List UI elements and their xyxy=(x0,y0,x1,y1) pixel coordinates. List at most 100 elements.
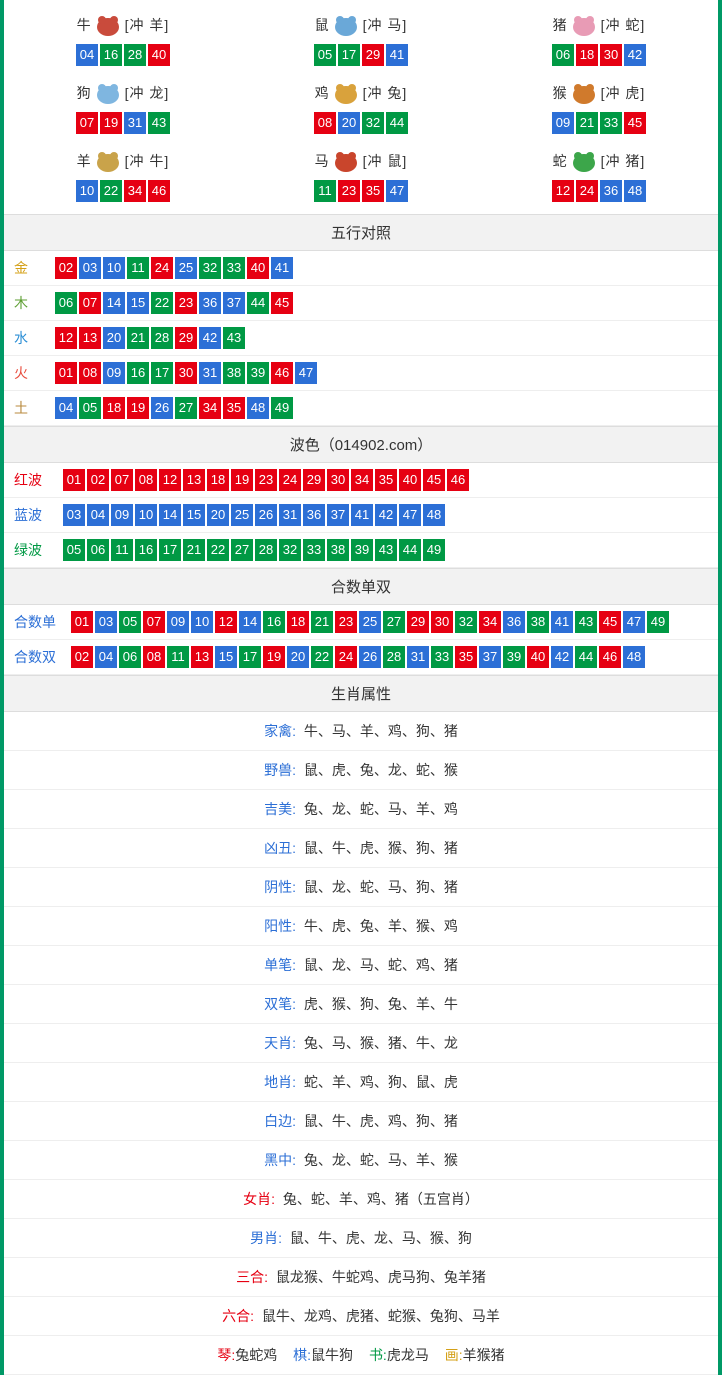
table-row: 金 02031011242532334041 xyxy=(4,251,718,286)
attribute-rows: 家禽: 牛、马、羊、鸡、狗、猪 野兽: 鼠、虎、兔、龙、蛇、猴 吉美: 兔、龙、… xyxy=(4,712,718,1375)
row-label: 木 xyxy=(14,293,54,313)
number-ball: 47 xyxy=(386,180,408,202)
number-ball: 01 xyxy=(71,611,93,633)
zodiac-icon xyxy=(93,80,123,106)
number-ball: 18 xyxy=(103,397,125,419)
number-ball: 11 xyxy=(111,539,133,561)
row-label: 火 xyxy=(14,363,54,383)
zodiac-name: 鸡 xyxy=(315,83,329,103)
number-ball: 46 xyxy=(271,362,293,384)
number-ball: 30 xyxy=(431,611,453,633)
number-ball: 43 xyxy=(223,327,245,349)
number-ball: 43 xyxy=(148,112,170,134)
number-ball: 38 xyxy=(327,539,349,561)
zodiac-balls: 10223446 xyxy=(4,179,242,203)
number-ball: 41 xyxy=(386,44,408,66)
number-ball: 13 xyxy=(191,646,213,668)
attribute-text: 兔、马、猴、猪、牛、龙 xyxy=(304,1035,458,1051)
number-ball: 45 xyxy=(423,469,445,491)
zodiac-header: 狗 [冲 龙] xyxy=(4,77,242,109)
number-ball: 49 xyxy=(647,611,669,633)
number-ball: 48 xyxy=(623,646,645,668)
number-ball: 42 xyxy=(624,44,646,66)
attribute-text: 鼠、龙、蛇、马、狗、猪 xyxy=(304,879,458,895)
number-ball: 07 xyxy=(79,292,101,314)
zodiac-icon xyxy=(331,148,361,174)
number-ball: 02 xyxy=(55,257,77,279)
number-ball: 23 xyxy=(175,292,197,314)
zodiac-balls: 11233547 xyxy=(242,179,480,203)
table-row: 合数双 020406081113151719202224262831333537… xyxy=(4,640,718,675)
number-ball: 05 xyxy=(314,44,336,66)
number-ball: 42 xyxy=(375,504,397,526)
number-ball: 22 xyxy=(151,292,173,314)
number-ball: 22 xyxy=(311,646,333,668)
zodiac-balls: 06183042 xyxy=(480,43,718,67)
number-ball: 21 xyxy=(127,327,149,349)
number-ball: 06 xyxy=(55,292,77,314)
number-ball: 46 xyxy=(599,646,621,668)
number-ball: 13 xyxy=(79,327,101,349)
multi-value: 兔蛇鸡 xyxy=(235,1347,277,1363)
attribute-text: 牛、虎、兔、羊、猴、鸡 xyxy=(304,918,458,934)
number-ball: 23 xyxy=(255,469,277,491)
number-ball: 20 xyxy=(103,327,125,349)
number-ball: 47 xyxy=(399,504,421,526)
number-ball: 25 xyxy=(231,504,253,526)
zodiac-balls: 12243648 xyxy=(480,179,718,203)
number-ball: 12 xyxy=(55,327,77,349)
multi-key: 琴: xyxy=(217,1347,235,1363)
number-ball: 35 xyxy=(223,397,245,419)
zodiac-header: 蛇 [冲 猪] xyxy=(480,145,718,177)
heshu-header: 合数单双 xyxy=(4,568,718,605)
number-ball: 49 xyxy=(423,539,445,561)
number-ball: 39 xyxy=(351,539,373,561)
number-ball: 24 xyxy=(576,180,598,202)
zodiac-header: 鸡 [冲 兔] xyxy=(242,77,480,109)
attribute-text: 蛇、羊、鸡、狗、鼠、虎 xyxy=(304,1074,458,1090)
attribute-text: 鼠、牛、虎、猴、狗、猪 xyxy=(304,840,458,856)
number-ball: 16 xyxy=(135,539,157,561)
number-ball: 19 xyxy=(127,397,149,419)
number-ball: 09 xyxy=(167,611,189,633)
zodiac-conflict: [冲 蛇] xyxy=(601,15,646,35)
multi-key: 画: xyxy=(445,1347,463,1363)
zodiac-icon xyxy=(331,80,361,106)
number-ball: 26 xyxy=(359,646,381,668)
attribute-text: 鼠、牛、虎、龙、马、猴、狗 xyxy=(290,1230,472,1246)
attribute-text: 兔、龙、蛇、马、羊、鸡 xyxy=(304,801,458,817)
zodiac-cell: 猴 [冲 虎] 09213345 xyxy=(480,73,718,141)
row-label: 蓝波 xyxy=(14,505,62,525)
multi-pair: 棋:鼠牛狗 xyxy=(293,1347,357,1363)
number-ball: 41 xyxy=(551,611,573,633)
number-ball: 08 xyxy=(314,112,336,134)
number-ball: 37 xyxy=(327,504,349,526)
number-ball: 18 xyxy=(287,611,309,633)
number-ball: 28 xyxy=(383,646,405,668)
number-ball: 17 xyxy=(151,362,173,384)
number-ball: 27 xyxy=(383,611,405,633)
table-row: 火 0108091617303138394647 xyxy=(4,356,718,391)
zodiac-icon xyxy=(93,12,123,38)
number-ball: 24 xyxy=(335,646,357,668)
number-ball: 29 xyxy=(407,611,429,633)
number-ball: 21 xyxy=(311,611,333,633)
number-ball: 41 xyxy=(351,504,373,526)
number-ball: 19 xyxy=(231,469,253,491)
zodiac-name: 猪 xyxy=(553,15,567,35)
zodiac-header: 猴 [冲 虎] xyxy=(480,77,718,109)
number-ball: 23 xyxy=(338,180,360,202)
table-row: 蓝波 03040910141520252631363741424748 xyxy=(4,498,718,533)
attribute-text: 兔、龙、蛇、马、羊、猴 xyxy=(304,1152,458,1168)
attribute-label: 家禽: xyxy=(264,723,296,739)
zodiac-balls: 04162840 xyxy=(4,43,242,67)
number-ball: 19 xyxy=(100,112,122,134)
number-ball: 04 xyxy=(95,646,117,668)
number-ball: 14 xyxy=(159,504,181,526)
number-ball: 46 xyxy=(148,180,170,202)
attribute-row: 地肖: 蛇、羊、鸡、狗、鼠、虎 xyxy=(4,1063,718,1102)
number-ball: 15 xyxy=(215,646,237,668)
attribute-label: 阴性: xyxy=(264,879,296,895)
number-ball: 13 xyxy=(183,469,205,491)
number-ball: 29 xyxy=(175,327,197,349)
